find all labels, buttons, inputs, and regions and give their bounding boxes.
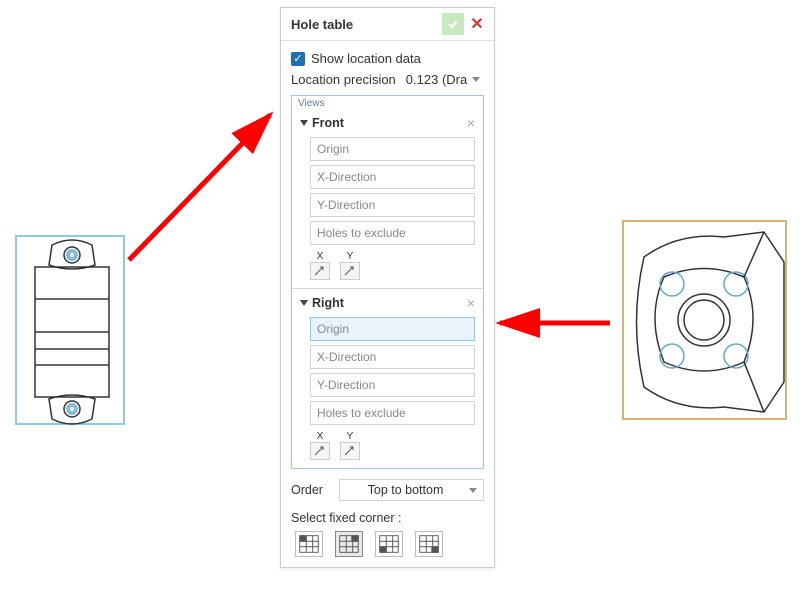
field-x-direction[interactable]: X-Direction (310, 345, 475, 369)
flip-icon (313, 445, 327, 457)
views-panel: Views Front × Origin X-Direction Y-Direc… (291, 95, 484, 469)
view-group-front: Front × Origin X-Direction Y-Direction H… (292, 109, 483, 288)
xy-toggles-front: X Y (310, 251, 475, 280)
confirm-button[interactable] (442, 13, 464, 35)
corner-top-right-button[interactable] (335, 531, 363, 557)
order-dropdown[interactable]: Top to bottom (339, 479, 484, 501)
collapse-icon (300, 120, 308, 126)
dialog-header: Hole table ✕ (281, 8, 494, 41)
field-holes-exclude[interactable]: Holes to exclude (310, 401, 475, 425)
show-location-row[interactable]: ✓ Show location data (291, 51, 484, 66)
corner-label: Select fixed corner : (291, 511, 484, 525)
view-header-right[interactable]: Right × (300, 293, 475, 313)
flip-icon (343, 445, 357, 457)
dialog-title: Hole table (291, 17, 440, 32)
flip-x-button[interactable] (310, 442, 330, 460)
remove-view-button[interactable]: × (467, 115, 475, 131)
flip-x-button[interactable] (310, 262, 330, 280)
collapse-icon (300, 300, 308, 306)
field-origin[interactable]: Origin (310, 317, 475, 341)
order-label: Order (291, 483, 339, 497)
y-label: Y (347, 431, 354, 442)
flip-icon (313, 265, 327, 277)
grid-icon (296, 532, 322, 556)
grid-icon (376, 532, 402, 556)
close-button[interactable]: ✕ (466, 13, 488, 35)
flip-icon (343, 265, 357, 277)
views-label: Views (292, 96, 483, 109)
corner-row (291, 531, 484, 557)
close-icon: ✕ (470, 14, 483, 34)
view-name-right: Right (312, 296, 467, 310)
field-y-direction[interactable]: Y-Direction (310, 373, 475, 397)
order-row: Order Top to bottom (291, 479, 484, 501)
show-location-checkbox[interactable]: ✓ (291, 52, 305, 66)
right-view-drawing[interactable] (622, 220, 787, 420)
corner-bottom-right-button[interactable] (415, 531, 443, 557)
field-y-direction[interactable]: Y-Direction (310, 193, 475, 217)
order-value: Top to bottom (346, 483, 465, 497)
precision-dropdown[interactable]: 0.123 (Dra (402, 70, 484, 89)
show-location-label: Show location data (311, 51, 421, 66)
grid-icon (336, 532, 362, 556)
view-group-right: Right × Origin X-Direction Y-Direction H… (292, 288, 483, 468)
chevron-down-icon (472, 77, 480, 82)
precision-label: Location precision (291, 72, 396, 87)
flip-y-button[interactable] (340, 442, 360, 460)
check-icon (446, 17, 460, 31)
corner-bottom-left-button[interactable] (375, 531, 403, 557)
xy-toggles-right: X Y (310, 431, 475, 460)
precision-row: Location precision 0.123 (Dra (291, 70, 484, 89)
view-name-front: Front (312, 116, 467, 130)
field-x-direction[interactable]: X-Direction (310, 165, 475, 189)
x-label: X (317, 431, 324, 442)
chevron-down-icon (469, 488, 477, 493)
remove-view-button[interactable]: × (467, 295, 475, 311)
view-header-front[interactable]: Front × (300, 113, 475, 133)
flip-y-button[interactable] (340, 262, 360, 280)
field-origin[interactable]: Origin (310, 137, 475, 161)
hole-table-dialog: Hole table ✕ ✓ Show location data Locati… (280, 7, 495, 568)
front-view-drawing[interactable] (15, 235, 125, 425)
grid-icon (416, 532, 442, 556)
precision-value: 0.123 (Dra (406, 72, 468, 87)
y-label: Y (347, 251, 354, 262)
field-holes-exclude[interactable]: Holes to exclude (310, 221, 475, 245)
corner-top-left-button[interactable] (295, 531, 323, 557)
x-label: X (317, 251, 324, 262)
